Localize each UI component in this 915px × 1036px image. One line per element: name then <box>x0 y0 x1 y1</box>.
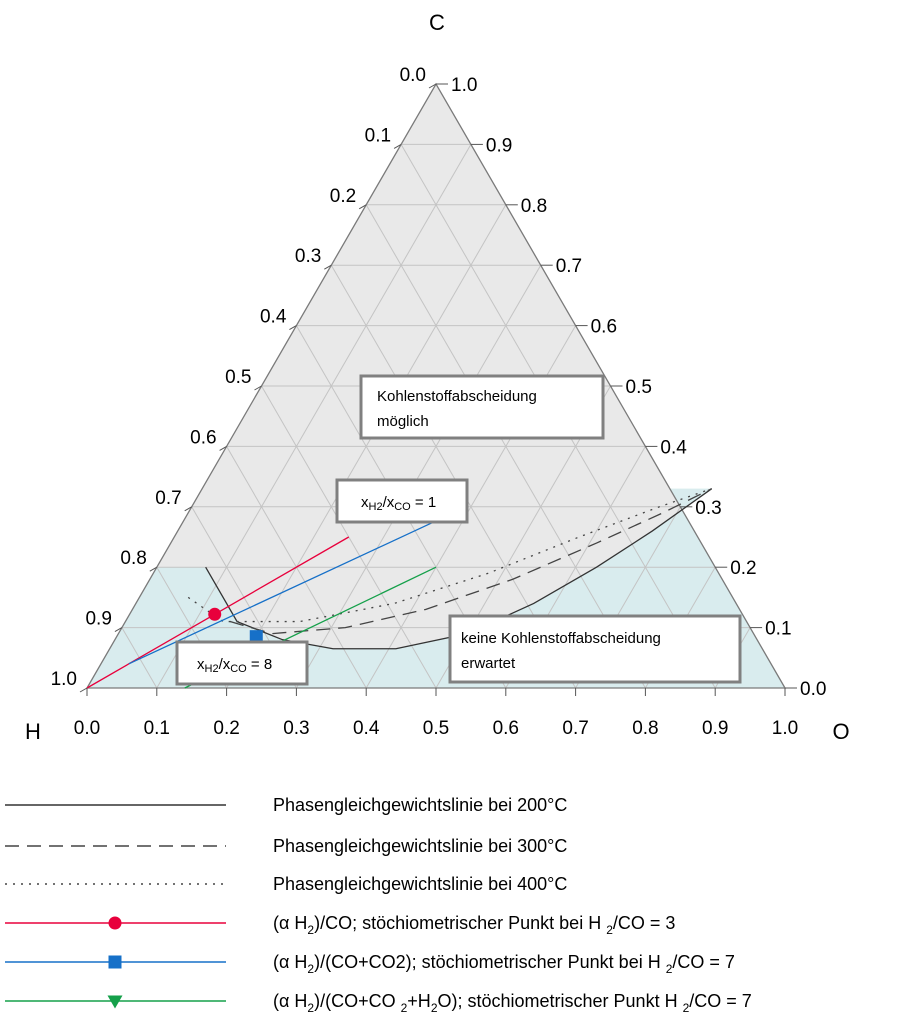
tick-label-left-3: 0.7 <box>155 488 181 509</box>
tick-label-bottom-3: 0.3 <box>283 718 309 739</box>
tick-label-bottom-5: 0.5 <box>423 718 449 739</box>
tick-label-right-7: 0.7 <box>556 256 582 277</box>
tick-label-right-3: 0.3 <box>695 498 721 519</box>
tick-label-right-0: 0.0 <box>800 679 826 700</box>
annotation-no-carbon-line-1: erwartet <box>461 655 516 672</box>
tick-label-right-6: 0.6 <box>591 317 617 338</box>
tick-label-left-7: 0.3 <box>295 246 321 267</box>
tick-left-5 <box>254 385 262 391</box>
tick-label-bottom-2: 0.2 <box>213 718 239 739</box>
boundary-line-2 <box>187 488 712 623</box>
legend-marker-5 <box>107 995 123 1009</box>
tick-label-right-4: 0.4 <box>660 437 687 458</box>
tick-label-left-9: 0.1 <box>365 125 391 146</box>
tick-left-6 <box>289 325 297 331</box>
tick-left-3 <box>184 506 192 512</box>
tick-label-left-2: 0.8 <box>120 548 146 569</box>
tick-label-right-5: 0.5 <box>626 377 652 398</box>
tick-labels: 0.01.0 0.00.10.9 0.10.20.8 0.20.30.7 0.30.40… <box>51 65 827 739</box>
legend-label-3: (α H2)/CO; stöchiometrischer Punkt bei H… <box>273 913 675 937</box>
tick-left-2 <box>149 566 158 572</box>
tick-label-left-0: 1.0 <box>51 669 77 690</box>
legend-marker-4 <box>108 955 122 969</box>
annotation-carbon-possible-line-1: möglich <box>377 413 429 430</box>
tick-left-1 <box>114 627 123 633</box>
tick-label-bottom-7: 0.7 <box>562 718 588 739</box>
legend-label-1: Phasengleichgewichtslinie bei 300°C <box>273 836 567 856</box>
tick-label-right-9: 0.9 <box>486 135 512 156</box>
tick-label-bottom-1: 0.1 <box>144 718 170 739</box>
legend-label-2: Phasengleichgewichtslinie bei 400°C <box>273 874 567 894</box>
annotation-no-carbon-line-0: keine Kohlenstoffabscheidung <box>461 630 661 647</box>
tick-label-right-8: 0.8 <box>521 196 547 217</box>
tick-label-left-4: 0.6 <box>190 427 216 448</box>
corner-label-h: H <box>25 719 41 744</box>
tick-left-4 <box>219 445 227 451</box>
tick-left-9 <box>393 143 402 149</box>
annotation-ratio8: xH2/xCO = 8 <box>197 656 272 675</box>
tick-label-bottom-10: 1.0 <box>772 718 798 739</box>
tick-label-left-8: 0.2 <box>330 186 356 207</box>
tick-left-7 <box>324 264 332 270</box>
tick-label-left-10: 0.0 <box>400 65 426 86</box>
gridline-o-1 <box>156 144 472 689</box>
legend-marker-3 <box>108 916 122 930</box>
tick-label-left-5: 0.5 <box>225 367 251 388</box>
corner-label-o: O <box>832 719 849 744</box>
annotation-ratio1: xH2/xCO = 1 <box>361 494 436 513</box>
tick-left-0 <box>79 687 88 693</box>
series-point-1 <box>249 630 263 644</box>
tick-left-8 <box>358 204 367 210</box>
boundary-line-1 <box>229 488 712 635</box>
annotation-box-no-carbon <box>448 614 742 684</box>
annotation-box-ratio8 <box>175 640 309 686</box>
legend-label-0: Phasengleichgewichtslinie bei 200°C <box>273 795 567 815</box>
tick-label-bottom-8: 0.8 <box>632 718 658 739</box>
tick-label-right-1: 0.1 <box>765 619 791 640</box>
annotations: Kohlenstoffabscheidung möglich keine Kohle… <box>175 374 742 686</box>
annotation-box-carbon-possible <box>359 374 605 440</box>
legend: Phasengleichgewichtslinie bei 200°C Phase… <box>5 795 752 1015</box>
series-line-1 <box>128 512 454 665</box>
legend-label-4: (α H2)/(CO+CO2); stöchiometrischer Punkt… <box>273 952 735 976</box>
tick-label-bottom-6: 0.6 <box>493 718 519 739</box>
corner-label-c: C <box>429 10 445 35</box>
tick-label-left-1: 0.9 <box>85 609 111 630</box>
tick-label-right-10: 1.0 <box>451 75 477 96</box>
tick-label-right-2: 0.2 <box>730 558 756 579</box>
tick-label-bottom-0: 0.0 <box>74 718 100 739</box>
tick-label-left-6: 0.4 <box>260 307 287 328</box>
gridline-o-3 <box>295 264 542 689</box>
tick-label-bottom-4: 0.4 <box>353 718 380 739</box>
legend-label-5: (α H2)/(CO+CO 2+H2O); stöchiometrischer … <box>273 991 752 1015</box>
annotation-box-ratio1 <box>335 478 469 524</box>
series-point-0 <box>208 607 222 621</box>
tick-label-bottom-9: 0.9 <box>702 718 728 739</box>
tick-left-10 <box>428 83 437 89</box>
annotation-carbon-possible-line-0: Kohlenstoffabscheidung <box>377 388 537 405</box>
